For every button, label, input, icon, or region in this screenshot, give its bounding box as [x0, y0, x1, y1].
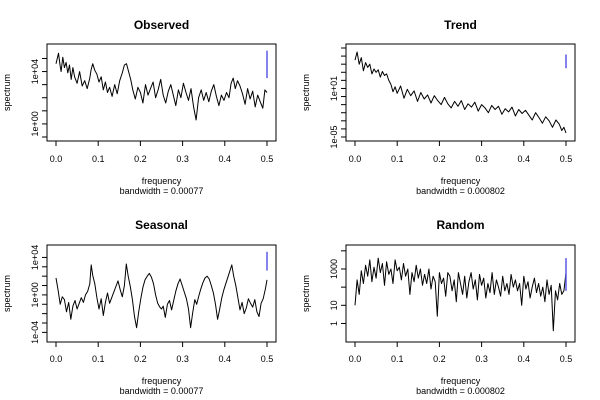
spectrum-line: [55, 263, 268, 329]
panel-title: Seasonal: [135, 218, 188, 232]
bandwidth-label: bandwidth = 0.000802: [416, 186, 505, 196]
plot-frame: [46, 43, 277, 142]
x-tick-label: 0.1: [391, 354, 404, 364]
y-tick-label: 1: [329, 321, 339, 326]
y-tick-label: 1e+00: [30, 111, 40, 136]
x-axis-label: frequency: [441, 176, 481, 186]
panel-title: Trend: [444, 18, 477, 32]
x-tick-label: 0.0: [349, 154, 362, 164]
y-axis-label: spectrum: [301, 275, 311, 312]
spectrum-line: [354, 257, 567, 332]
x-tick-label: 0.4: [219, 154, 232, 164]
y-tick-label: 1e+00: [30, 282, 40, 307]
panel-title: Random: [437, 218, 485, 232]
y-axis-label: spectrum: [2, 74, 12, 111]
x-tick-label: 0.2: [433, 354, 446, 364]
x-tick-label: 0.0: [349, 354, 362, 364]
y-axis-label: spectrum: [2, 275, 12, 312]
x-tick-label: 0.4: [219, 354, 232, 364]
x-axis-label: frequency: [142, 376, 182, 386]
x-axis-label: frequency: [441, 376, 481, 386]
y-axis-label: spectrum: [301, 74, 311, 111]
x-tick-label: 0.1: [92, 154, 105, 164]
spectrum-line: [354, 51, 567, 134]
plot-frame: [46, 244, 277, 343]
x-tick-label: 0.5: [560, 354, 573, 364]
x-tick-label: 0.4: [518, 154, 531, 164]
bandwidth-label: bandwidth = 0.00077: [120, 186, 204, 196]
x-tick-label: 0.2: [433, 154, 446, 164]
x-tick-label: 0.2: [134, 154, 147, 164]
x-tick-label: 0.3: [176, 354, 189, 364]
panel-random: Random 0.0 0.1 0.2 0.3 0.4 0.5 1 10 1000 spectrum f…: [301, 218, 576, 396]
y-tick-label: 1000: [329, 259, 339, 279]
y-tick-label: 1e+04: [30, 59, 40, 84]
x-tick-label: 0.4: [518, 354, 531, 364]
y-tick-label: 1e+04: [30, 245, 40, 270]
panel-title: Observed: [134, 18, 189, 32]
plot-frame: [345, 43, 576, 142]
x-axis-label: frequency: [142, 176, 182, 186]
x-tick-label: 0.2: [134, 354, 147, 364]
y-tick-label: 10: [329, 300, 339, 310]
y-tick-label: 1e+01: [329, 76, 339, 101]
x-tick-label: 0.0: [50, 154, 63, 164]
panel-seasonal: Seasonal 0.0 0.1 0.2 0.3 0.4 0.5 1e-04 1e+00 1e+0…: [2, 218, 277, 396]
panel-trend: Trend 0.0 0.1 0.2 0.3 0.4 0.5 1e-05 1e+01 spectru…: [301, 18, 576, 196]
x-tick-label: 0.5: [261, 154, 274, 164]
x-tick-label: 0.3: [475, 354, 488, 364]
panel-observed: Observed 0.0 0.1 0.2 0.3 0.4 0.5 1e+00 1e+04 spec…: [2, 18, 277, 196]
y-tick-label: 1e-05: [329, 125, 339, 148]
spectrum-line: [55, 52, 268, 121]
plot-frame: [345, 244, 576, 343]
x-tick-label: 0.1: [92, 354, 105, 364]
x-tick-label: 0.3: [176, 154, 189, 164]
bandwidth-label: bandwidth = 0.00077: [120, 386, 204, 396]
x-tick-label: 0.0: [50, 354, 63, 364]
y-tick-label: 1e-04: [30, 321, 40, 344]
bandwidth-label: bandwidth = 0.000802: [416, 386, 505, 396]
x-tick-label: 0.5: [560, 154, 573, 164]
x-tick-label: 0.5: [261, 354, 274, 364]
x-tick-label: 0.1: [391, 154, 404, 164]
x-tick-label: 0.3: [475, 154, 488, 164]
